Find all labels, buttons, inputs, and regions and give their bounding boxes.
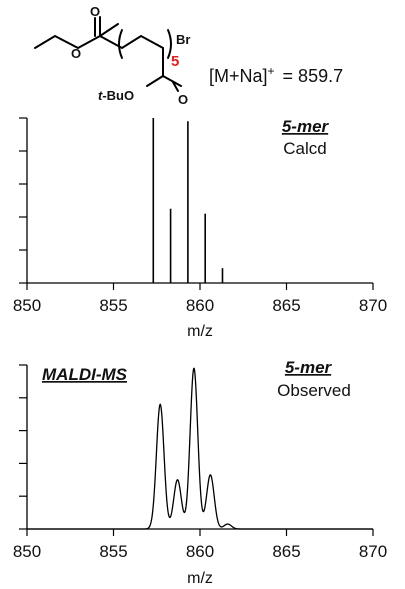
repeat-bracket-left — [118, 29, 123, 59]
tbu-label: t-BuO — [98, 88, 134, 103]
obs-x-tick-label: 865 — [272, 542, 300, 561]
calc-x-tick-label: 860 — [186, 296, 214, 315]
calc-x-ticks: 850 855 860 865 870 — [13, 283, 387, 315]
obs-annotation-sub: Observed — [277, 381, 351, 400]
tbu-suffix: -BuO — [102, 88, 134, 103]
obs-x-tick-label: 855 — [99, 542, 127, 561]
tbu-prefix: t — [98, 88, 103, 103]
ion-formula: [M+Na] — [209, 66, 268, 86]
calc-y-ticks — [19, 117, 27, 284]
calc-x-tick-label: 865 — [272, 296, 300, 315]
repeat-bracket-right — [167, 29, 172, 59]
calc-bars — [152, 118, 224, 283]
chart-observed: 850 855 860 865 870 m/z MALDI-MS 5-mer Obser… — [13, 358, 387, 587]
calc-x-tick-label: 870 — [359, 296, 387, 315]
obs-technique-label: MALDI-MS — [42, 365, 128, 384]
obs-spectrum-line — [27, 367, 373, 530]
obs-xlabel: m/z — [187, 570, 213, 587]
obs-y-ticks — [19, 364, 27, 530]
obs-x-ticks: 850 855 860 865 870 — [13, 529, 387, 561]
end-group: Br — [176, 32, 190, 47]
ion-annotation: [M+Na]+ = 859.7 — [209, 64, 343, 86]
obs-annotation-title: 5-mer — [285, 358, 333, 377]
chart-calculated: 850 855 860 865 870 m/z 5-mer Calcd — [13, 117, 387, 340]
repeat-count: 5 — [171, 53, 179, 70]
ion-value: = 859.7 — [283, 66, 344, 86]
carbonyl-double-bond-bottom — [172, 81, 179, 92]
atom-o-ester: O — [71, 46, 81, 61]
calc-x-tick-label: 855 — [99, 296, 127, 315]
obs-x-tick-label: 850 — [13, 542, 41, 561]
molecule-bonds — [34, 16, 182, 87]
atom-o-top: O — [90, 4, 100, 19]
calc-x-tick-label: 850 — [13, 296, 41, 315]
obs-x-tick-label: 860 — [186, 542, 214, 561]
atom-o-bottom: O — [178, 92, 188, 107]
calc-annotation-title: 5-mer — [282, 117, 330, 136]
calc-annotation-sub: Calcd — [283, 139, 326, 158]
molecule-structure — [34, 16, 182, 92]
calc-xlabel: m/z — [187, 323, 213, 340]
obs-x-tick-label: 870 — [359, 542, 387, 561]
ion-charge: + — [268, 64, 275, 78]
